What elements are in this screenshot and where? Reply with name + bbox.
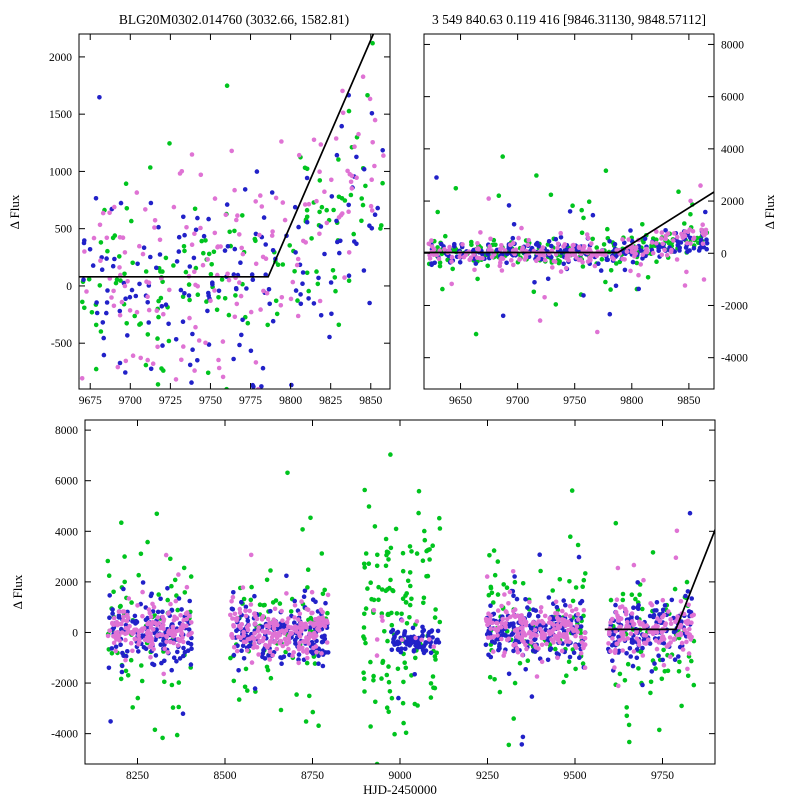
panel-top-right-xtick-label: 9800 (620, 395, 643, 407)
panel-bottom-frame (84, 419, 716, 765)
panel-top-left-ytick-label: 500 (55, 224, 73, 236)
panel-bottom-ytick-label: 4000 (55, 526, 78, 538)
panel-top-left-ticks (79, 34, 390, 389)
panel-bottom-points-violet (105, 528, 696, 689)
panel-top-left-ytick-label: 0 (66, 281, 72, 293)
panel2-title: 3 549 840.63 0.119 416 [9846.31130, 9848… (432, 12, 706, 27)
panel-top-left-tick-labels: 9675 9700 9725 9750 9775 9800 9825 9850 -500 0 500… (49, 52, 383, 407)
panel-top-left-model-line (79, 34, 375, 278)
panel-top-left-ytick-label: -500 (51, 338, 72, 350)
panel-top-left-xtick-label: 9750 (199, 395, 222, 407)
panel-top-left-xtick-label: 9800 (279, 395, 302, 407)
panel-top-left-ytick-label: 2000 (49, 52, 72, 64)
panel-bottom: 8250 8500 8750 9000 9250 9500 9750 -4000 -2000 0 2… (51, 419, 716, 782)
panel2-ylabel: Δ Flux (762, 194, 777, 229)
panel-top-left-ytick-label: 1000 (49, 166, 72, 178)
panel-top-left-xtick-label: 9700 (119, 395, 142, 407)
panel1-ylabel: Δ Flux (7, 194, 22, 229)
panel-bottom-xtick-label: 8250 (126, 770, 149, 782)
panel-top-right-ytick-label: 0 (721, 248, 727, 260)
panel-bottom-ticks (85, 420, 715, 764)
panel-bottom-ytick-label: 2000 (55, 577, 78, 589)
panel-top-right-ytick-label: 4000 (721, 144, 744, 156)
panel-top-right-ytick-label: -4000 (721, 353, 748, 365)
panel-top-right-ytick-label: 6000 (721, 92, 744, 104)
panel-bottom-ytick-label: -2000 (51, 678, 78, 690)
panel-top-right-xtick-label: 9650 (449, 395, 472, 407)
panel-bottom-ytick-label: 8000 (55, 425, 78, 437)
panel-top-right-data-area (424, 154, 714, 337)
panel-top-left-xtick-label: 9725 (159, 395, 182, 407)
panel-top-left-frame (78, 33, 391, 390)
panel-top-left-ytick-label: 1500 (49, 109, 72, 121)
plots-root: 9675 9700 9725 9750 9775 9800 9825 9850 -500 0 500… (49, 33, 748, 782)
panel-top-right: 9650 9700 9750 9800 9850 -4000 -2000 0 2000 4000 6… (423, 33, 748, 407)
panel-top-left: 9675 9700 9725 9750 9775 9800 9825 9850 -500 0 500… (49, 33, 391, 407)
panel-top-right-ticks (424, 34, 714, 389)
panel-bottom-xtick-label: 8500 (214, 770, 237, 782)
panel-top-right-tick-labels: 9650 9700 9750 9800 9850 -4000 -2000 0 2000 4000 6… (449, 39, 748, 407)
panel-top-right-xtick-label: 9750 (563, 395, 586, 407)
panel-bottom-model-line (604, 527, 715, 631)
panel-bottom-points-green (105, 452, 697, 764)
panel-bottom-xtick-label: 9000 (389, 770, 412, 782)
panel3-xlabel: HJD-2450000 (363, 782, 437, 797)
panel-top-left-data-area (79, 34, 386, 389)
panel-top-right-points-violet (426, 183, 709, 335)
panel-bottom-xtick-label: 8750 (301, 770, 324, 782)
panel-top-right-ytick-label: -2000 (721, 300, 748, 312)
panel-bottom-data-area (105, 452, 715, 764)
panel-top-left-xtick-label: 9825 (319, 395, 342, 407)
panel-top-right-xtick-label: 9700 (506, 395, 529, 407)
panel-top-right-ytick-label: 2000 (721, 196, 744, 208)
panel-bottom-ytick-label: 0 (72, 627, 78, 639)
panel-top-left-points-violet (79, 74, 386, 389)
panel-top-left-points-blue (81, 92, 386, 389)
panel-top-right-xtick-label: 9850 (677, 395, 700, 407)
panel-top-left-xtick-label: 9675 (79, 395, 102, 407)
panel-top-left-xtick-label: 9775 (239, 395, 262, 407)
panel-top-right-model-line (424, 191, 714, 254)
panel-top-left-xtick-label: 9850 (359, 395, 382, 407)
panel-bottom-xtick-label: 9750 (651, 770, 674, 782)
panel3-ylabel: Δ Flux (10, 574, 25, 609)
panel-bottom-ytick-label: 6000 (55, 476, 78, 488)
panel-bottom-tick-labels: 8250 8500 8750 9000 9250 9500 9750 -4000 -2000 0 2… (51, 425, 674, 782)
panel-top-right-ytick-label: 8000 (721, 39, 744, 51)
panel-bottom-ytick-label: -4000 (51, 729, 78, 741)
panel1-title: BLG20M0302.014760 (3032.66, 1582.81) (119, 12, 349, 27)
panel-bottom-xtick-label: 9500 (564, 770, 587, 782)
panel-top-right-frame (423, 33, 715, 390)
panel-bottom-xtick-label: 9250 (476, 770, 499, 782)
